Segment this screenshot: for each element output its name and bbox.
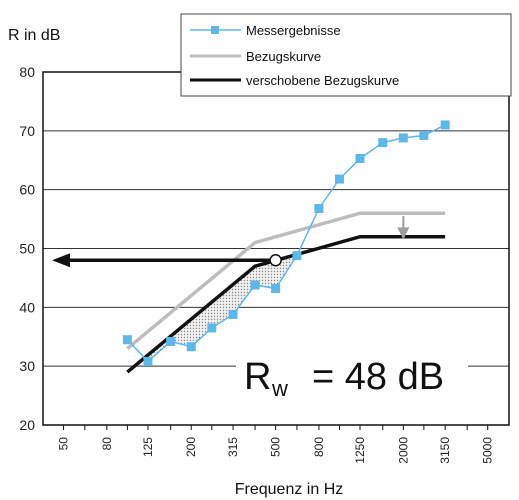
y-axis-title: R in dB	[8, 27, 60, 44]
data-point-messergebnisse	[419, 131, 429, 141]
y-tick-label: 50	[19, 241, 35, 257]
data-point-messergebnisse	[228, 309, 238, 319]
y-tick-label: 20	[19, 417, 35, 433]
data-point-messergebnisse	[250, 280, 260, 290]
x-axis-title: Frequenz in Hz	[235, 481, 344, 498]
rw-arrow-head	[52, 253, 70, 268]
rw-label-subscript: w	[271, 376, 288, 401]
y-tick-label: 70	[19, 123, 35, 139]
grid-lines	[43, 130, 509, 367]
data-point-messergebnisse	[440, 120, 450, 130]
legend-label-verschobene-bezugskurve: verschobene Bezugskurve	[246, 73, 399, 88]
x-tick-label: 5000	[481, 437, 495, 464]
shaded-deficit-area	[147, 254, 297, 362]
x-tick-label: 200	[184, 437, 198, 457]
x-tick-label: 80	[100, 437, 114, 451]
data-point-messergebnisse	[143, 356, 153, 366]
rw-label-symbol: R	[244, 356, 271, 398]
legend-entry-messergebnisse: Messergebnisse	[190, 23, 341, 38]
rw-label-background	[236, 350, 468, 400]
x-tick-label: 125	[141, 437, 155, 457]
data-point-messergebnisse	[207, 323, 217, 333]
data-point-messergebnisse	[271, 284, 281, 294]
y-tick-label: 80	[19, 64, 35, 80]
rw-label-value: = 48 dB	[312, 356, 444, 398]
x-tick-label: 800	[312, 437, 326, 457]
data-point-messergebnisse	[314, 203, 324, 213]
x-tick-label: 2000	[396, 437, 410, 464]
x-tick-label: 50	[57, 437, 71, 451]
legend-label-bezugskurve: Bezugskurve	[246, 49, 321, 64]
shift-arrow-head	[397, 227, 410, 240]
x-tick-label: 315	[226, 437, 240, 457]
legend-entry-verschobene-bezugskurve: verschobene Bezugskurve	[190, 73, 399, 88]
data-point-messergebnisse	[186, 342, 196, 352]
legend-label-messergebnisse: Messergebnisse	[246, 23, 341, 38]
data-point-messergebnisse	[355, 153, 365, 163]
x-tick-label: 3150	[438, 437, 452, 464]
data-point-messergebnisse	[398, 133, 408, 143]
x-tick-label: 500	[269, 437, 283, 457]
data-point-messergebnisse	[166, 336, 176, 346]
data-point-messergebnisse	[378, 138, 388, 148]
series-markers	[122, 120, 450, 366]
legend: Messergebnisse Bezugskurve verschobene B…	[180, 13, 512, 97]
series-messergebnisse	[126, 124, 446, 363]
y-tick-label: 30	[19, 358, 35, 374]
rw-point-marker	[269, 254, 282, 267]
data-point-messergebnisse	[122, 335, 132, 345]
legend-marker-square	[211, 26, 219, 34]
x-tick-label: 1250	[353, 437, 367, 464]
y-tick-label: 60	[19, 182, 35, 198]
deficit-area	[147, 254, 297, 362]
data-point-messergebnisse	[334, 174, 344, 184]
y-tick-label: 40	[19, 299, 35, 315]
legend-entry-bezugskurve: Bezugskurve	[190, 49, 321, 64]
series-bezugskurve	[126, 211, 446, 350]
data-point-messergebnisse	[292, 251, 302, 261]
